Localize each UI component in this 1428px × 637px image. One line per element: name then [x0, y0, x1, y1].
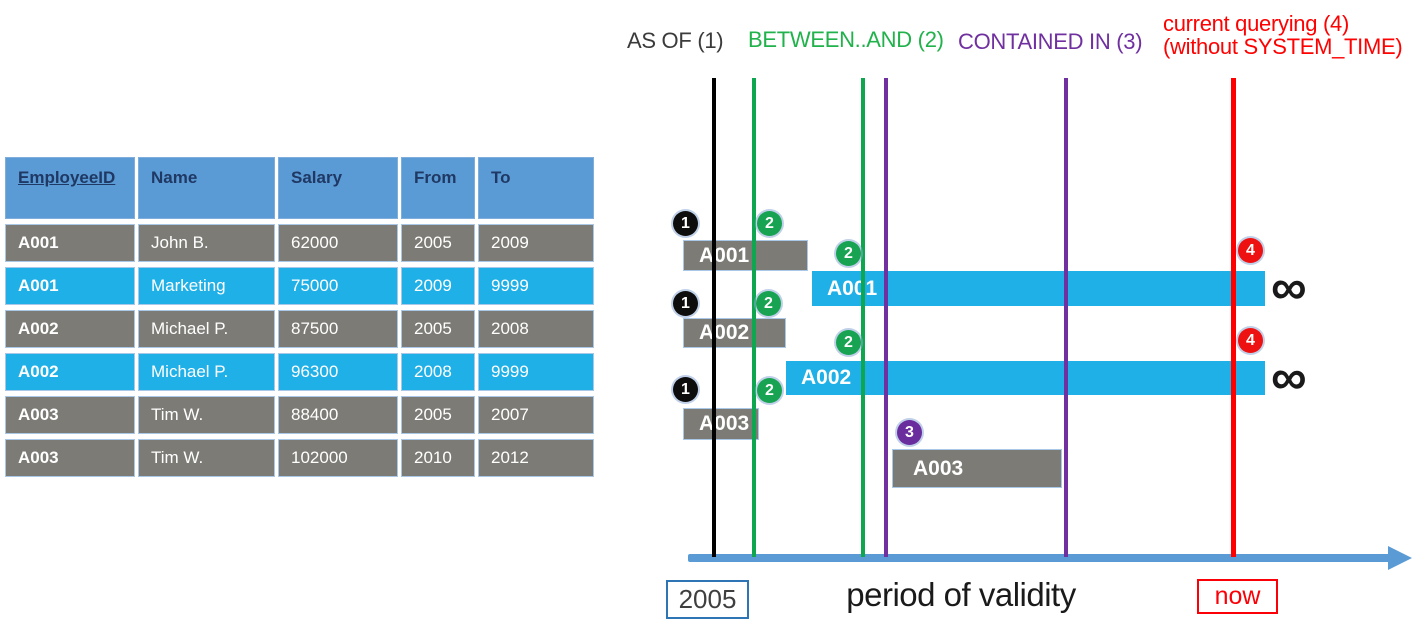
axis-start-year-box: 2005 [666, 580, 749, 619]
between-and-start-line [752, 78, 756, 557]
cell-name: Michael P. [138, 353, 275, 391]
cell-employeeid: A003 [5, 396, 135, 434]
cell-employeeid: A002 [5, 310, 135, 348]
bar-label: A002 [699, 321, 750, 344]
badge-between-a002-current: 2 [836, 330, 861, 355]
cell-salary: 62000 [278, 224, 398, 262]
legend-contained-in: CONTAINED IN (3) [958, 29, 1143, 54]
contained-in-end-line [1064, 78, 1068, 557]
legend-current-querying-line2: (without SYSTEM_TIME) [1163, 34, 1403, 59]
time-axis-arrowhead-icon [1388, 546, 1412, 570]
cell-salary: 87500 [278, 310, 398, 348]
as-of-query-line [712, 78, 716, 557]
badge-as-of-a002: 1 [673, 291, 698, 316]
validity-bar-a003-history-1: A003 [683, 408, 759, 440]
table-row: A001 John B. 62000 2005 2009 [5, 224, 594, 262]
cell-to: 2008 [478, 310, 594, 348]
validity-bar-a001-current: A001 [812, 271, 1265, 306]
cell-name: Tim W. [138, 396, 275, 434]
badge-as-of-a003: 1 [673, 377, 698, 402]
bar-label: A001 [699, 243, 750, 267]
column-header-from: From [401, 157, 475, 219]
validity-bar-a003-history-2: A003 [892, 449, 1062, 488]
table-row: A003 Tim W. 102000 2010 2012 [5, 439, 594, 477]
column-header-to: To [478, 157, 594, 219]
axis-now-box: now [1197, 579, 1278, 614]
cell-to: 9999 [478, 267, 594, 305]
cell-employeeid: A001 [5, 224, 135, 262]
cell-employeeid: A003 [5, 439, 135, 477]
legend-as-of: AS OF (1) [627, 28, 724, 53]
column-header-name: Name [138, 157, 275, 219]
cell-from: 2009 [401, 267, 475, 305]
column-header-employeeid: EmployeeID [5, 157, 135, 219]
table-row: A002 Michael P. 87500 2005 2008 [5, 310, 594, 348]
cell-from: 2010 [401, 439, 475, 477]
table-row: A002 Michael P. 96300 2008 9999 [5, 353, 594, 391]
axis-start-year: 2005 [678, 584, 737, 614]
legend-between-and: BETWEEN..AND (2) [748, 27, 944, 52]
cell-employeeid: A001 [5, 267, 135, 305]
badge-between-a002-history: 2 [756, 291, 781, 316]
table-row: A001 Marketing 75000 2009 9999 [5, 267, 594, 305]
cell-name: Tim W. [138, 439, 275, 477]
legend-current-querying: current querying (4) (without SYSTEM_TIM… [1163, 11, 1403, 59]
cell-from: 2005 [401, 310, 475, 348]
validity-bar-a002-current: A002 [786, 361, 1265, 395]
column-header-salary: Salary [278, 157, 398, 219]
cell-salary: 96300 [278, 353, 398, 391]
bar-label: A003 [913, 456, 964, 480]
axis-now-label: now [1214, 582, 1261, 610]
between-and-end-line [861, 78, 865, 557]
cell-name: Marketing [138, 267, 275, 305]
legend-current-querying-line1: current querying (4) [1163, 11, 1349, 36]
axis-title: period of validity [846, 576, 1076, 613]
table-row: A003 Tim W. 88400 2005 2007 [5, 396, 594, 434]
bar-label: A003 [699, 412, 750, 435]
badge-between-a001-current: 2 [836, 241, 861, 266]
infinity-icon: ∞ [1271, 259, 1307, 315]
validity-bar-a001-history: A001 [683, 240, 808, 271]
cell-salary: 102000 [278, 439, 398, 477]
cell-name: John B. [138, 224, 275, 262]
badge-as-of-a001: 1 [673, 211, 698, 236]
badge-between-a001-history: 2 [757, 211, 782, 236]
cell-from: 2005 [401, 224, 475, 262]
cell-from: 2008 [401, 353, 475, 391]
cell-to: 9999 [478, 353, 594, 391]
table-header-row: EmployeeID Name Salary From To [5, 157, 594, 219]
employee-history-table: EmployeeID Name Salary From To A001 John… [2, 152, 597, 482]
time-axis [688, 554, 1390, 562]
cell-salary: 88400 [278, 396, 398, 434]
badge-current-a001: 4 [1238, 238, 1263, 263]
cell-from: 2005 [401, 396, 475, 434]
bar-label: A001 [827, 276, 878, 300]
now-query-line [1231, 78, 1236, 557]
cell-to: 2012 [478, 439, 594, 477]
contained-in-start-line [884, 78, 888, 557]
cell-name: Michael P. [138, 310, 275, 348]
badge-contained-in-a003: 3 [897, 420, 922, 445]
validity-bar-a002-history: A002 [683, 318, 786, 348]
badge-current-a002: 4 [1238, 328, 1263, 353]
badge-between-a003: 2 [757, 378, 782, 403]
bar-label: A002 [801, 366, 852, 389]
cell-to: 2009 [478, 224, 594, 262]
infinity-icon: ∞ [1271, 349, 1307, 405]
cell-employeeid: A002 [5, 353, 135, 391]
cell-to: 2007 [478, 396, 594, 434]
cell-salary: 75000 [278, 267, 398, 305]
